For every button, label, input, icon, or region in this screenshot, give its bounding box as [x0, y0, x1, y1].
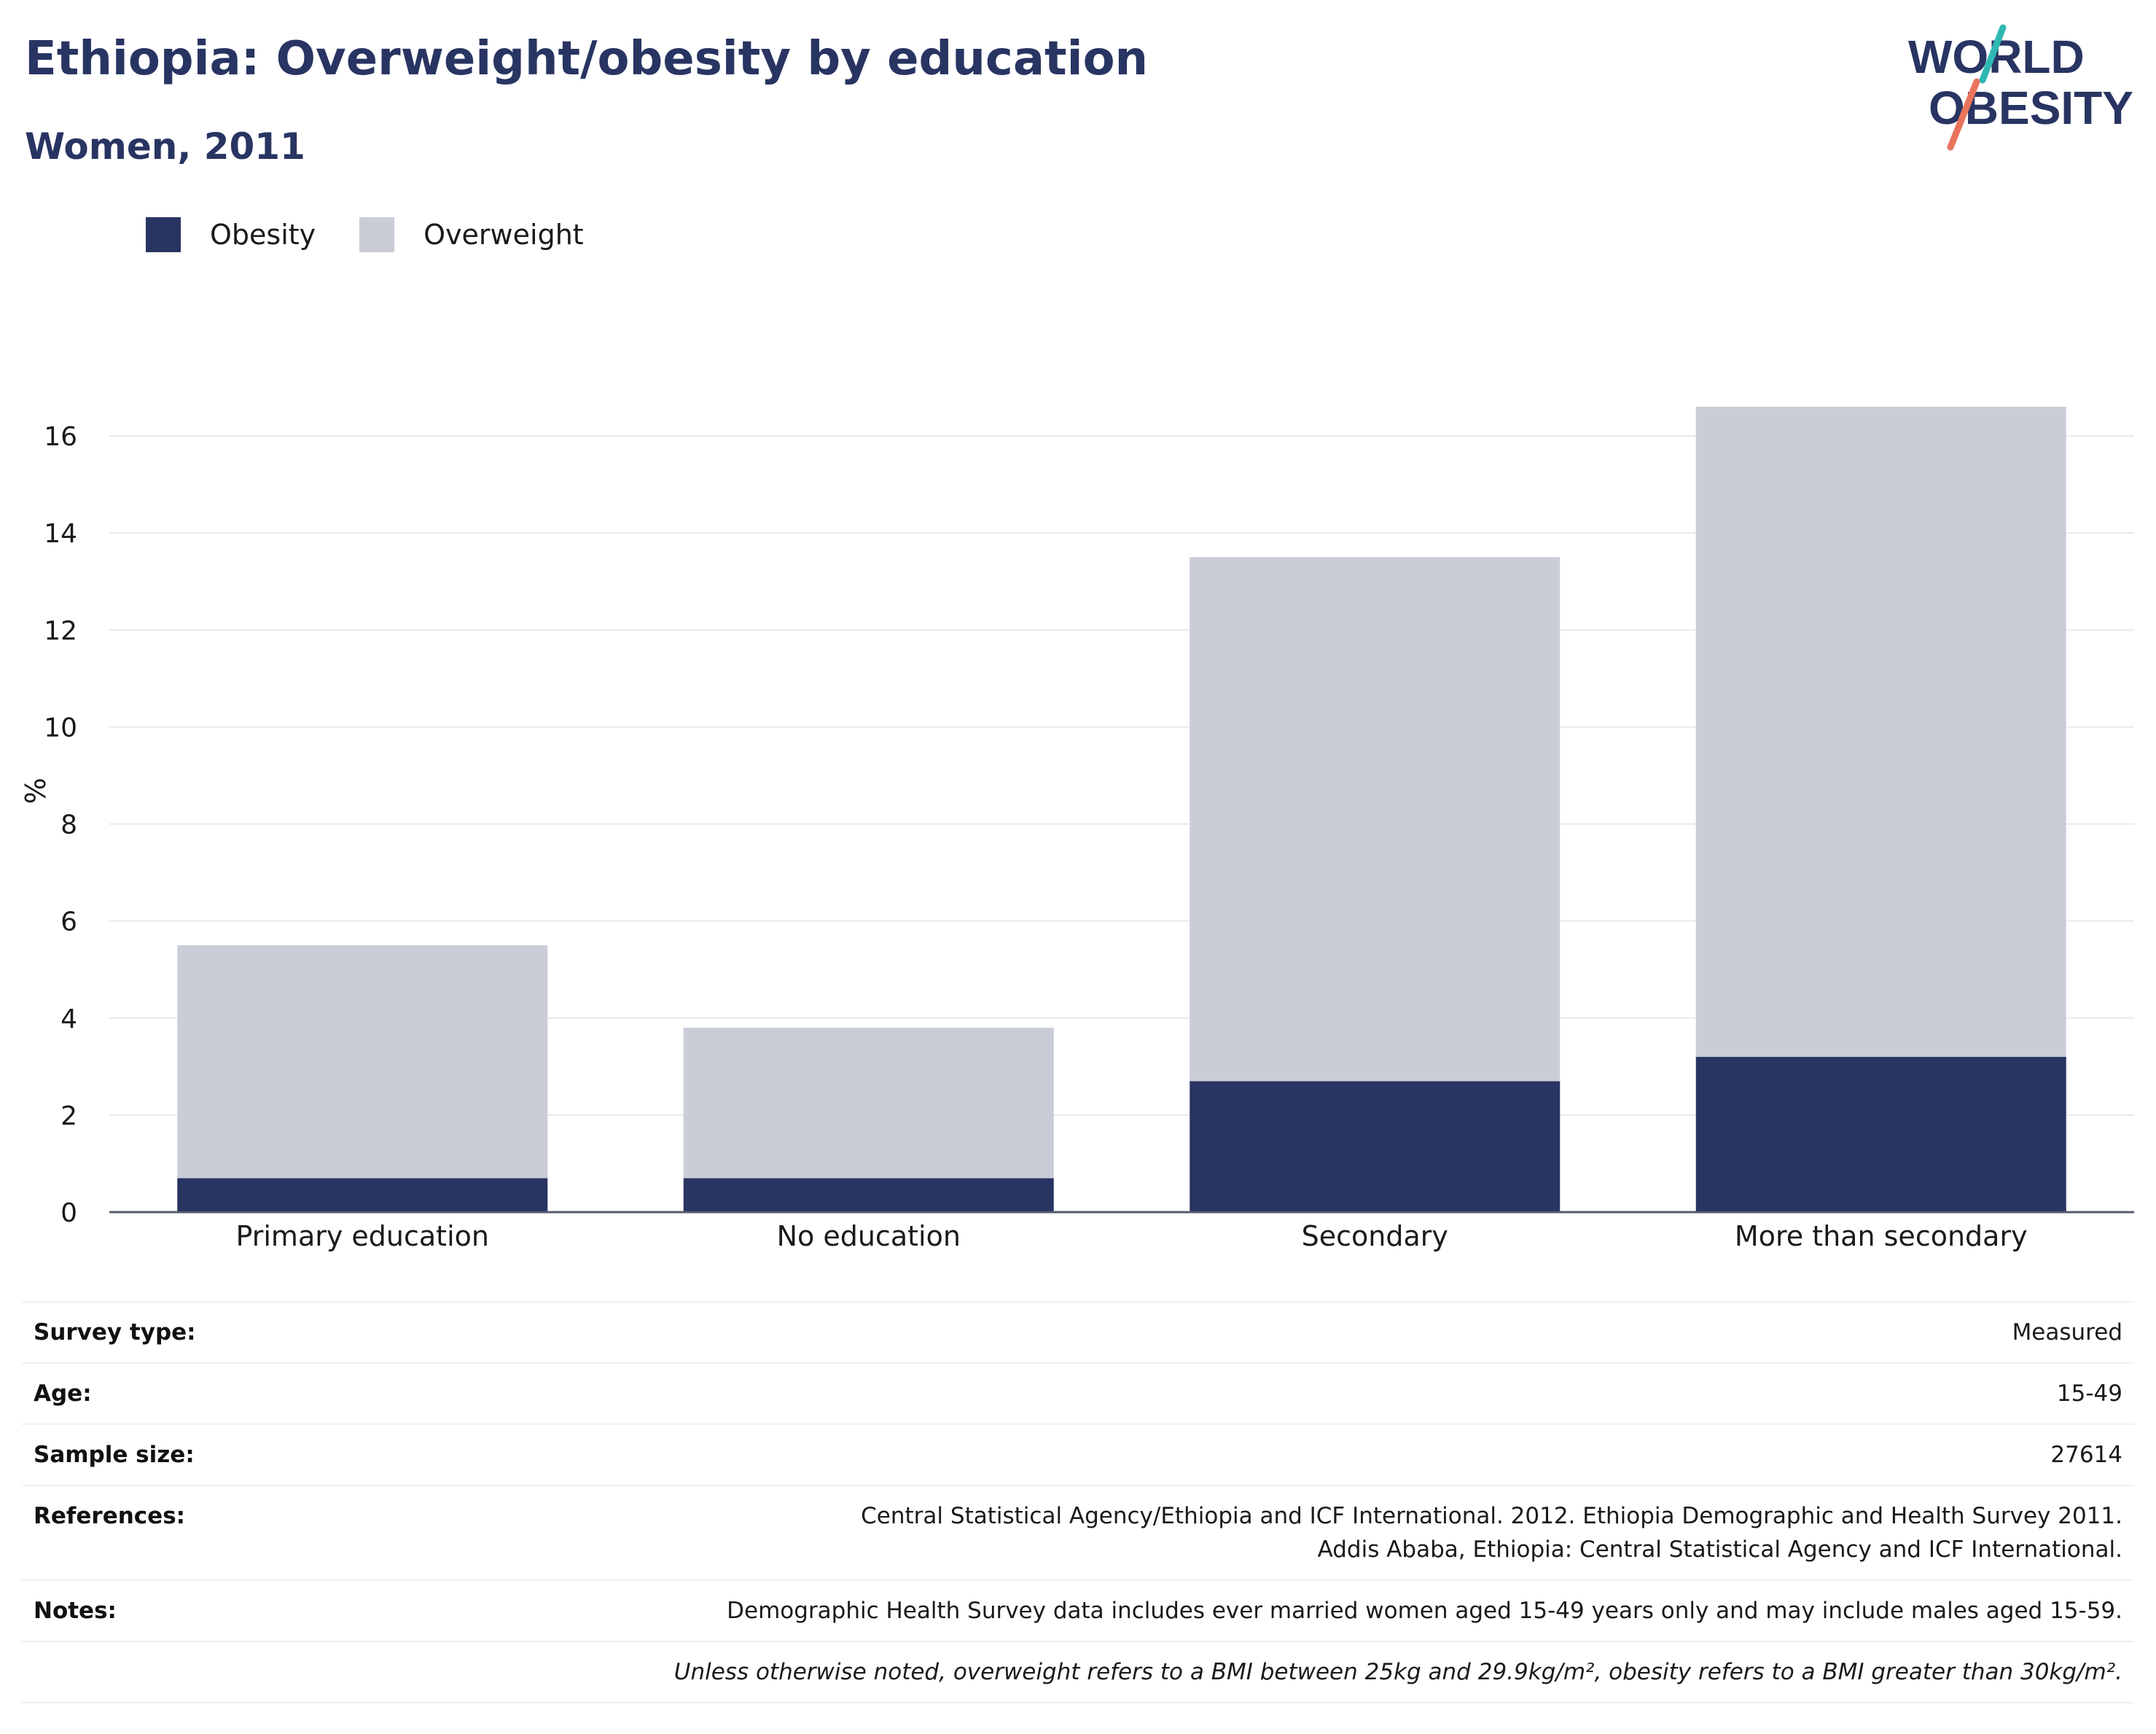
legend-label-obesity: Obesity — [210, 219, 316, 251]
bar-overweight-4 — [1695, 407, 2066, 1057]
info-label: Notes: — [22, 1579, 337, 1641]
bar-obesity-3 — [1190, 1081, 1561, 1212]
x-tick-label: Primary education — [236, 1220, 489, 1252]
info-value: Demographic Health Survey data includes … — [337, 1579, 2134, 1641]
legend-swatch-overweight — [359, 217, 395, 252]
bar-overweight-1 — [177, 945, 548, 1179]
y-axis-label: % — [20, 778, 52, 804]
y-tick-label: 8 — [60, 811, 77, 840]
y-tick-label: 2 — [60, 1101, 77, 1131]
x-tick-label: No education — [777, 1220, 961, 1252]
chart-legend: Obesity Overweight — [146, 217, 628, 252]
info-value: Central Statistical Agency/Ethiopia and … — [337, 1485, 2134, 1580]
info-label: Survey type: — [22, 1301, 337, 1363]
legend-label-overweight: Overweight — [423, 219, 584, 251]
y-tick-label: 6 — [60, 907, 77, 937]
info-value: 15-49 — [337, 1362, 2134, 1424]
info-row-survey-type: Survey type: Measured — [22, 1301, 2134, 1363]
info-row-age: Age: 15-49 — [22, 1362, 2134, 1424]
info-label: Age: — [22, 1362, 337, 1424]
bar-obesity-2 — [683, 1178, 1054, 1212]
y-tick-label: 4 — [60, 1004, 77, 1034]
info-row-notes: Notes: Demographic Health Survey data in… — [22, 1579, 2134, 1641]
logo-coral-stroke — [1947, 78, 1980, 151]
x-tick-label: More than secondary — [1735, 1220, 2028, 1252]
logo-teal-stroke — [1979, 24, 2007, 84]
bmi-footnote: Unless otherwise noted, overweight refer… — [337, 1641, 2134, 1703]
info-label-empty — [22, 1641, 337, 1703]
info-value: 27614 — [337, 1423, 2134, 1485]
legend-item-obesity[interactable]: Obesity — [146, 217, 316, 252]
y-tick-label: 10 — [44, 713, 77, 743]
legend-item-overweight[interactable]: Overweight — [359, 217, 584, 252]
x-tick-label: Secondary — [1302, 1220, 1448, 1252]
bar-chart: 0 2 4 6 8 10 12 14 16% Primary education No educat… — [20, 407, 2134, 1252]
y-tick-label: 16 — [44, 422, 77, 452]
info-row-sample-size: Sample size: 27614 — [22, 1423, 2134, 1485]
info-value: Measured — [337, 1301, 2134, 1363]
survey-info-table: Survey type: Measured Age: 15-49 Sample … — [22, 1301, 2134, 1703]
y-tick-label: 12 — [44, 616, 77, 646]
info-row-references: References: Central Statistical Agency/E… — [22, 1485, 2134, 1580]
bar-obesity-1 — [177, 1178, 548, 1212]
info-label: Sample size: — [22, 1423, 337, 1485]
info-label: References: — [22, 1485, 337, 1580]
info-row-footnote: Unless otherwise noted, overweight refer… — [22, 1641, 2134, 1703]
y-tick-label: 0 — [60, 1198, 77, 1228]
chart-subtitle: Women, 2011 — [25, 125, 305, 168]
y-tick-label: 14 — [44, 519, 77, 549]
bar-overweight-2 — [683, 1028, 1054, 1179]
bar-obesity-4 — [1695, 1057, 2066, 1212]
legend-swatch-obesity — [146, 217, 181, 252]
chart-title: Ethiopia: Overweight/obesity by educatio… — [25, 32, 1149, 86]
world-obesity-logo: WORLD OBESITY — [1908, 24, 2133, 151]
bar-overweight-3 — [1190, 557, 1561, 1082]
